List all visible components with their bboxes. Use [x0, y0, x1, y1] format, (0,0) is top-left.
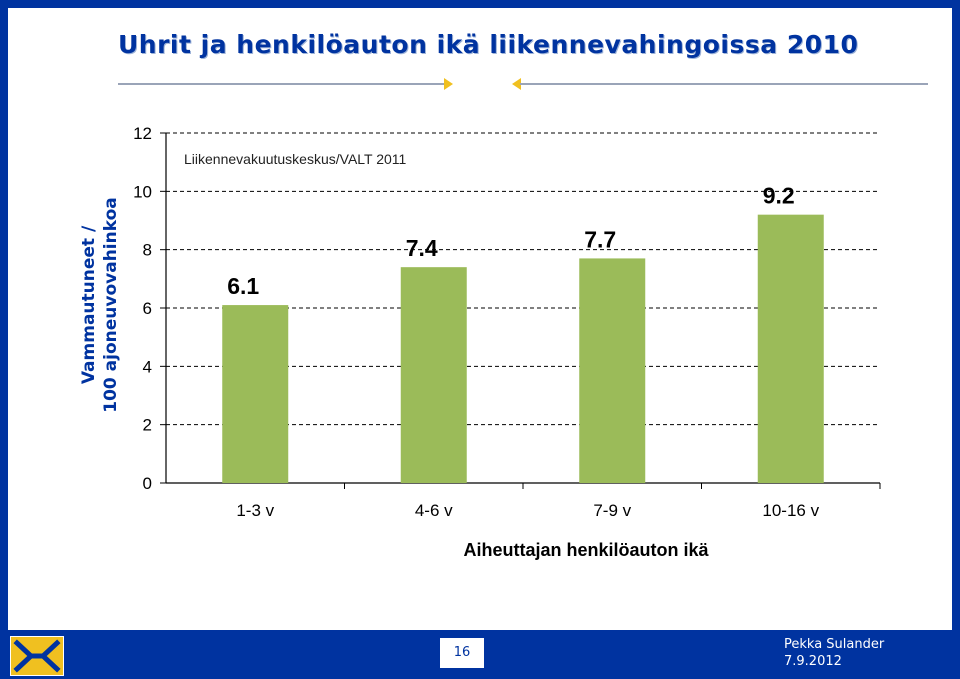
arrow-left-icon: [512, 78, 521, 90]
bar: [757, 214, 824, 483]
arrow-right-icon: [444, 78, 453, 90]
y-tick-label: 2: [143, 416, 152, 435]
data-label: 9.2: [763, 183, 795, 209]
data-label: 6.1: [227, 273, 259, 299]
bar: [579, 258, 646, 483]
data-label: 7.4: [406, 235, 438, 261]
page-number: 16: [440, 638, 484, 668]
y-tick-label: 4: [143, 357, 152, 376]
y-tick-label: 10: [133, 182, 152, 201]
bars: [222, 214, 824, 483]
title-rule-right: [520, 83, 928, 85]
x-axis-title: Aiheuttajan henkilöauton ikä: [463, 540, 709, 560]
insurance-center-logo-icon: [13, 639, 61, 673]
author-name: Pekka Sulander: [784, 637, 885, 652]
y-tick-label: 0: [143, 474, 152, 493]
y-axis-title-line: Vammautuneet /: [79, 225, 99, 384]
y-axis-title: Vammautuneet /100 ajoneuvovahinkoa: [79, 197, 121, 412]
bar: [400, 267, 467, 483]
y-axis-title-line: 100 ajoneuvovahinkoa: [101, 197, 121, 412]
x-tick-label: 10-16 v: [762, 501, 819, 520]
labels: 1-3 v 6.1 4-6 v 7.4 7-9 v 7.7 10-16 v 9.2: [227, 183, 819, 520]
title-rule-left: [118, 83, 448, 85]
presentation-date: 7.9.2012: [784, 654, 842, 669]
y-tick-label: 6: [143, 299, 152, 318]
data-label: 7.7: [584, 226, 616, 252]
source-note: Liikennevakuutuskeskus/VALT 2011: [184, 151, 407, 167]
x-tick-label: 7-9 v: [593, 501, 631, 520]
bar: [222, 305, 289, 483]
company-logo: [10, 636, 64, 676]
y-tick-label: 12: [133, 124, 152, 143]
y-tick-label: 8: [143, 241, 152, 260]
footer-author: Pekka Sulander 7.9.2012: [784, 636, 884, 670]
slide-title: Uhrit ja henkilöauton ikä liikennevahing…: [118, 30, 859, 59]
x-tick-label: 1-3 v: [236, 501, 274, 520]
x-tick-label: 4-6 v: [415, 501, 453, 520]
